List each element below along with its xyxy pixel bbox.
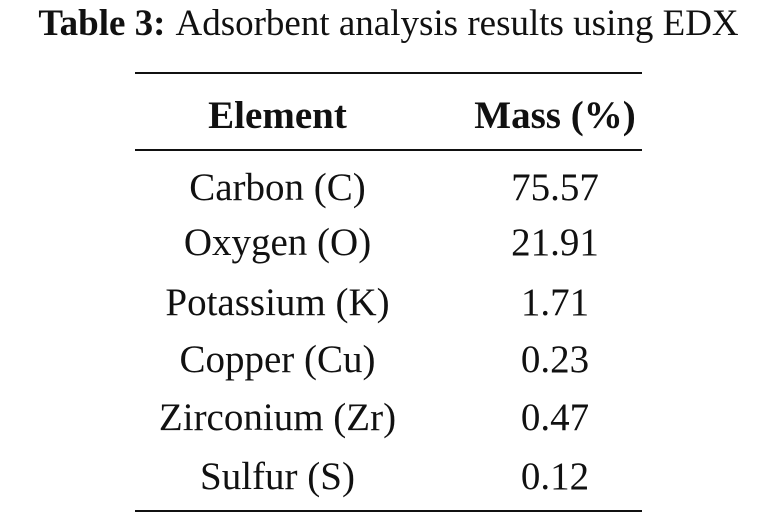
element-cell: Zirconium (Zr): [158, 396, 397, 439]
top-rule: [135, 72, 642, 74]
caption-text: Adsorbent analysis results using EDX: [175, 3, 739, 44]
mass-cell: 0.23: [520, 338, 590, 381]
header-cell: Element: [208, 94, 347, 137]
element-cell: Potassium (K): [165, 281, 390, 324]
mass-cell: 1.71: [520, 281, 590, 324]
mass-cell: 0.47: [520, 396, 590, 439]
mass-cell: 0.12: [520, 455, 590, 498]
element-cell: Carbon (C): [189, 166, 366, 209]
bottom-rule: [135, 510, 642, 512]
element-cell: Copper (Cu): [179, 338, 376, 381]
mass-cell: 75.57: [511, 166, 599, 209]
element-cell: Sulfur (S): [200, 455, 355, 498]
caption: Table 3: Adsorbent analysis results using…: [0, 2, 777, 45]
header-cell: Mass (%): [474, 94, 636, 137]
mass-cell: 21.91: [511, 221, 599, 264]
caption-label: Table 3:: [38, 3, 166, 44]
element-cell: Oxygen (O): [183, 221, 372, 264]
mid-rule: [135, 149, 642, 151]
